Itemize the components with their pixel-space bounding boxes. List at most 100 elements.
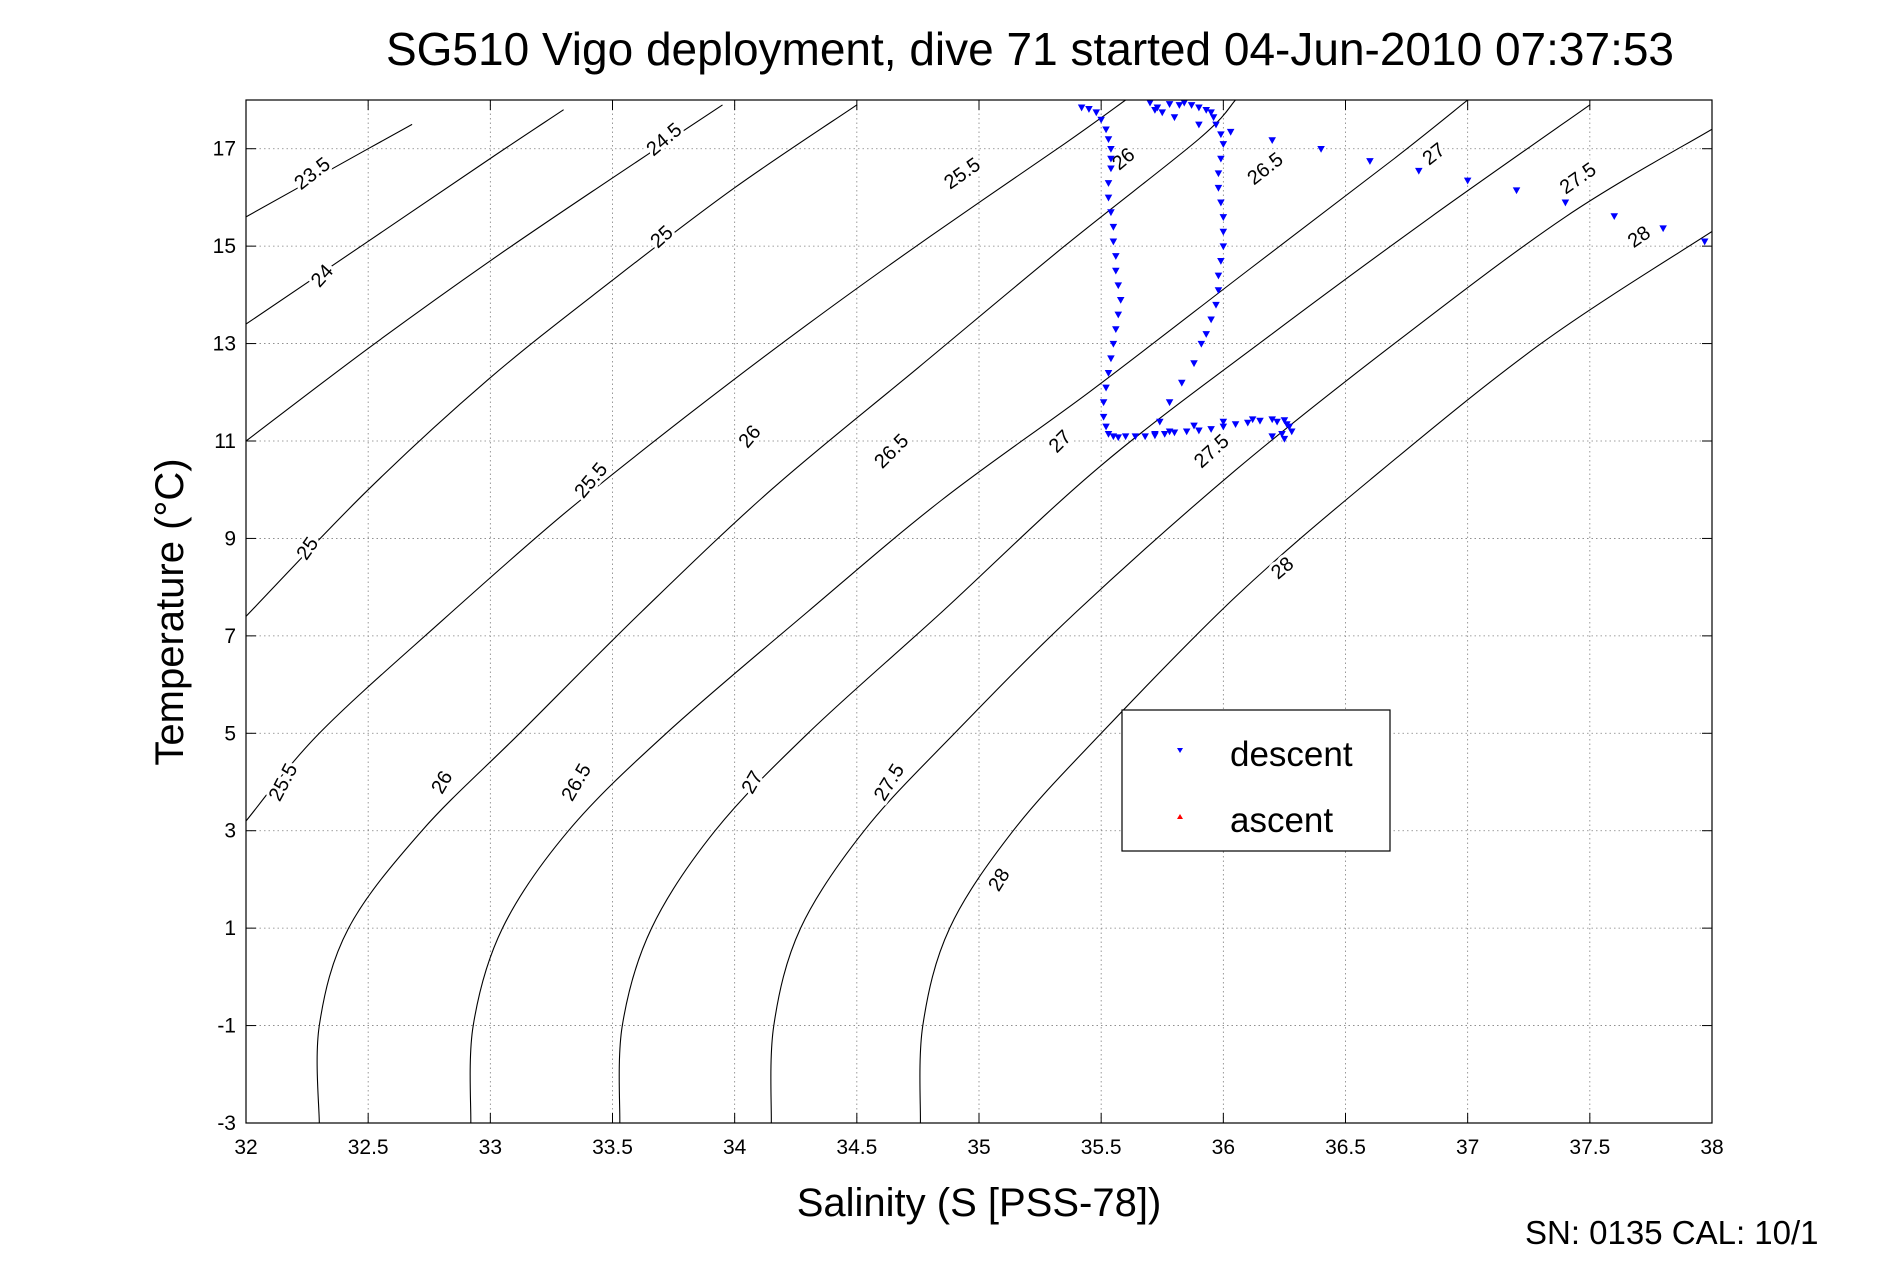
descent-point bbox=[1268, 433, 1276, 441]
descent-point bbox=[1182, 428, 1191, 436]
descent-point bbox=[1187, 102, 1196, 109]
descent-point bbox=[1114, 282, 1123, 290]
y-tick-label: 11 bbox=[214, 430, 236, 453]
x-tick-label: 36 bbox=[1212, 1136, 1235, 1159]
descent-point bbox=[1268, 137, 1276, 144]
descent-point bbox=[1104, 370, 1113, 377]
descent-point bbox=[1317, 145, 1325, 153]
descent-point bbox=[1219, 243, 1228, 251]
descent-point bbox=[1099, 413, 1108, 421]
descent-point bbox=[1114, 434, 1123, 442]
y-tick-label: 7 bbox=[224, 625, 236, 648]
descent-point bbox=[1141, 433, 1149, 441]
descent-point bbox=[1112, 253, 1120, 260]
descent-point bbox=[1268, 416, 1276, 424]
descent-point bbox=[1190, 422, 1198, 430]
descent-point bbox=[1278, 430, 1286, 438]
descent-point bbox=[1217, 155, 1225, 163]
x-tick-label: 33 bbox=[479, 1136, 502, 1159]
contour-line-27-5 bbox=[770, 128, 1712, 1123]
x-tick-label: 35.5 bbox=[1081, 1136, 1122, 1159]
descent-point bbox=[1121, 433, 1130, 441]
descent-point bbox=[1219, 418, 1228, 426]
descent-point bbox=[1114, 311, 1123, 319]
descent-point bbox=[1151, 430, 1159, 438]
axes: 32 32.5 33 33.5 34 34.5 35 35.5 36 36.5 37 37.5 38-3… bbox=[213, 99, 1724, 1159]
descent-point bbox=[1561, 199, 1570, 207]
descent-point bbox=[1366, 158, 1374, 165]
y-tick-label: 15 bbox=[213, 235, 236, 258]
descent-point bbox=[1207, 316, 1215, 324]
y-tick-label: -1 bbox=[217, 1015, 236, 1038]
x-tick-label: 34.5 bbox=[836, 1136, 877, 1159]
descent-point bbox=[1102, 423, 1110, 431]
x-tick-label: 36.5 bbox=[1325, 1136, 1366, 1159]
descent-point bbox=[1175, 102, 1184, 109]
descent-point bbox=[1107, 355, 1115, 363]
descent-point bbox=[1107, 165, 1115, 173]
contour-line-24 bbox=[246, 109, 564, 325]
descent-point bbox=[1097, 116, 1105, 124]
descent-point bbox=[1158, 109, 1167, 117]
axes-background bbox=[246, 100, 1712, 1123]
descent-point bbox=[1190, 360, 1198, 368]
descent-point bbox=[1214, 272, 1223, 280]
descent-point bbox=[1116, 296, 1125, 304]
data-points bbox=[1077, 99, 1709, 443]
descent-point bbox=[1202, 331, 1211, 338]
descent-point bbox=[1178, 379, 1186, 387]
x-tick-label: 37.5 bbox=[1569, 1136, 1610, 1159]
descent-point bbox=[1207, 426, 1215, 433]
y-tick-label: 5 bbox=[224, 722, 236, 745]
y-tick-label: 3 bbox=[224, 820, 236, 843]
legend-label-descent: descent bbox=[1230, 735, 1353, 774]
x-tick-label: 32.5 bbox=[348, 1136, 389, 1159]
descent-point bbox=[1107, 209, 1115, 217]
descent-point bbox=[1273, 418, 1281, 426]
descent-point bbox=[1610, 213, 1619, 220]
descent-point bbox=[1280, 435, 1289, 443]
contour-line-26 bbox=[316, 100, 1236, 1123]
descent-point bbox=[1107, 155, 1115, 163]
descent-point bbox=[1214, 184, 1223, 192]
descent-point bbox=[1104, 180, 1113, 187]
descent-point bbox=[1700, 238, 1709, 246]
x-tick-label: 38 bbox=[1700, 1136, 1723, 1159]
descent-point bbox=[1156, 418, 1164, 426]
descent-point bbox=[1165, 428, 1174, 436]
descent-point bbox=[1165, 399, 1174, 407]
descent-point bbox=[1219, 228, 1228, 236]
descent-point bbox=[1170, 429, 1179, 437]
descent-point bbox=[1112, 267, 1120, 275]
descent-point bbox=[1102, 384, 1110, 392]
contour-line-28 bbox=[919, 231, 1712, 1123]
x-tick-label: 34 bbox=[723, 1136, 747, 1159]
x-tick-label: 32 bbox=[234, 1136, 257, 1159]
x-tick-label: 33.5 bbox=[592, 1136, 633, 1159]
y-axis-label: Temperature (°C) bbox=[148, 458, 192, 765]
y-tick-label: 9 bbox=[224, 527, 236, 550]
descent-point bbox=[1226, 128, 1235, 136]
legend-marker-ascent bbox=[1177, 814, 1183, 819]
contour-line-25 bbox=[246, 104, 858, 617]
descent-point bbox=[1231, 421, 1240, 428]
y-tick-label: 13 bbox=[213, 333, 236, 356]
descent-point bbox=[1512, 187, 1521, 195]
descent-point bbox=[1107, 145, 1115, 153]
descent-point bbox=[1197, 340, 1206, 348]
descent-point bbox=[1219, 141, 1228, 148]
descent-point bbox=[1415, 167, 1423, 175]
descent-point bbox=[1243, 419, 1252, 427]
descent-point bbox=[1207, 109, 1215, 117]
contour-line-24-5 bbox=[246, 104, 723, 442]
plot-area: 23.5242525.524.52525.52625.52626.52626.5… bbox=[213, 99, 1724, 1159]
descent-point bbox=[1109, 223, 1118, 231]
descent-point bbox=[1217, 258, 1225, 265]
descent-point bbox=[1214, 170, 1223, 178]
descent-point bbox=[1212, 301, 1220, 309]
x-axis-label: Salinity (S [PSS-78]) bbox=[797, 1181, 1162, 1225]
descent-point bbox=[1212, 121, 1220, 129]
descent-point bbox=[1104, 136, 1113, 144]
contour-line-26-5 bbox=[469, 100, 1469, 1123]
